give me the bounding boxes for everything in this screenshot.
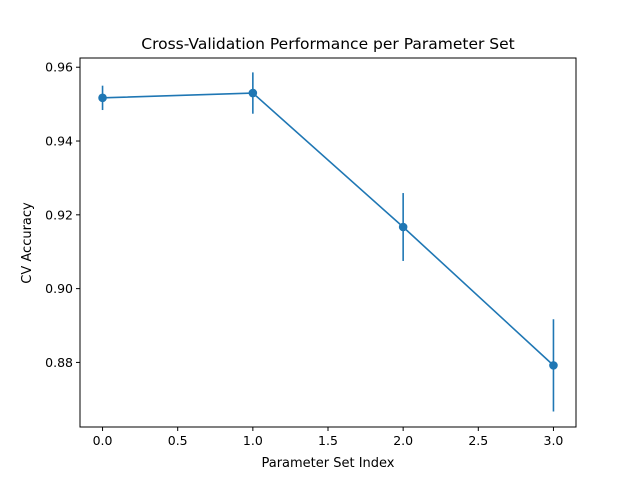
x-tick-label: 0.0	[93, 433, 113, 448]
chart-title: Cross-Validation Performance per Paramet…	[141, 35, 514, 53]
data-point	[549, 361, 558, 370]
x-tick-label: 1.5	[318, 433, 338, 448]
plot-area-frame	[79, 57, 577, 428]
x-tick-label: 3.0	[544, 433, 564, 448]
data-point	[248, 88, 258, 98]
x-tick-label: 2.5	[468, 433, 488, 448]
data-point	[398, 222, 408, 232]
x-tick-label: 0.5	[168, 433, 188, 448]
plot-data	[98, 72, 558, 412]
x-tick-label: 1.0	[243, 433, 263, 448]
y-axis-label: CV Accuracy	[20, 202, 35, 284]
x-axis-label: Parameter Set Index	[261, 456, 394, 471]
y-tick-label: 0.96	[45, 60, 73, 75]
y-tick-label: 0.92	[45, 207, 73, 222]
x-tick-label: 2.0	[393, 433, 413, 448]
series-line	[102, 92, 554, 366]
data-point	[98, 93, 107, 103]
axis-ticks: 0.0 0.5 1.0 1.5 2.0 2.5 3.0 0.88 0.90 0.92 0.94 0.9…	[45, 60, 563, 448]
y-tick-label: 0.94	[45, 134, 73, 149]
y-tick-label: 0.88	[45, 355, 73, 370]
y-tick-label: 0.90	[45, 281, 73, 296]
